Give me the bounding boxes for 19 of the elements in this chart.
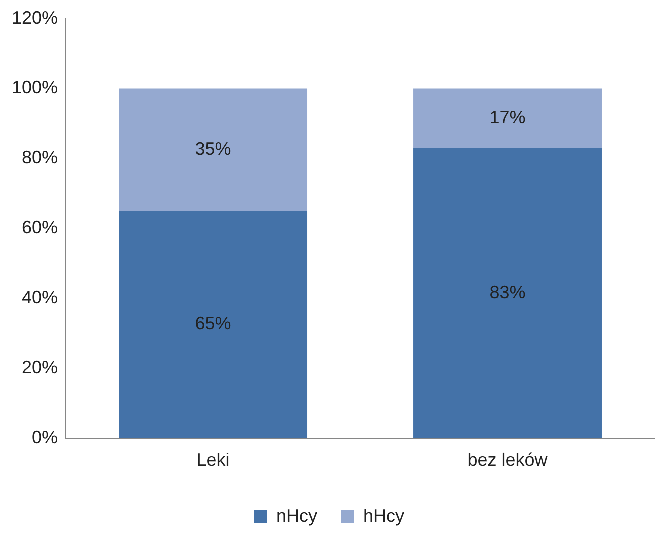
y-tick-label: 100% — [12, 78, 58, 98]
bar — [414, 148, 602, 438]
y-tick-label: 120% — [12, 8, 58, 28]
data-label: 83% — [490, 282, 526, 302]
data-label: 17% — [490, 107, 526, 128]
y-tick-label: 20% — [22, 357, 58, 378]
bar — [119, 211, 308, 438]
legend-label: hHcy — [364, 506, 405, 526]
y-tick-label: 40% — [22, 288, 58, 308]
y-tick-label: 0% — [32, 427, 58, 448]
data-label: 35% — [195, 138, 232, 159]
y-tick-label: 60% — [22, 218, 58, 238]
legend-label: nHcy — [276, 506, 318, 526]
y-tick-label: 80% — [22, 148, 58, 168]
x-tick-label: Leki — [196, 450, 230, 470]
data-label: 65% — [195, 314, 232, 334]
x-tick-label: bez leków — [468, 450, 549, 470]
bar — [119, 88, 308, 212]
bar — [414, 88, 602, 148]
